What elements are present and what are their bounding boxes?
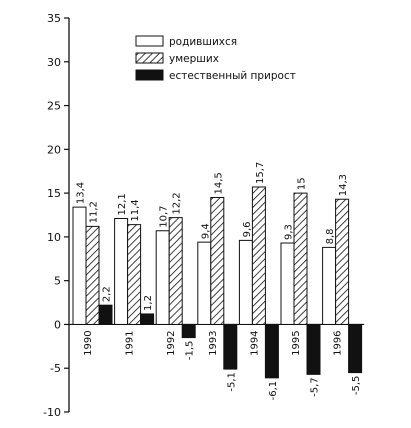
- legend-swatch: [135, 52, 164, 64]
- data-label: -6,1: [268, 381, 279, 401]
- y-tick-label: 25: [47, 100, 61, 113]
- data-label: 15,7: [255, 162, 266, 184]
- category-label: 1992: [166, 330, 177, 355]
- y-tick-label: 5: [54, 275, 61, 288]
- data-label: 11,2: [89, 201, 100, 223]
- bar-1-1993: [210, 196, 225, 325]
- data-labels: 13,411,2 2,2 1990 12,1 11,4 1,2 1991 10,712,2 -1…: [76, 162, 363, 401]
- bar-0-1991: [114, 218, 129, 325]
- data-label: 9,6: [242, 221, 253, 237]
- data-label: 9,4: [200, 223, 211, 239]
- category-label: 1991: [125, 330, 136, 355]
- y-tick-label: -5: [50, 362, 61, 375]
- data-label: -1,5: [185, 341, 196, 361]
- bar-0-1996: [322, 246, 337, 325]
- bar-0-1995: [280, 242, 295, 325]
- bar-2-1992: [181, 323, 196, 339]
- bar-1-1994: [251, 186, 266, 325]
- category-label: 1995: [291, 330, 302, 355]
- bar-0-1994: [238, 239, 253, 325]
- category-label: 1994: [249, 330, 260, 355]
- legend-label: родившихся: [169, 36, 237, 48]
- y-tick-label: 10: [47, 231, 61, 244]
- legend-swatch: [135, 35, 164, 47]
- data-label: 9,3: [284, 224, 295, 240]
- data-label: -5,5: [351, 376, 362, 396]
- category-label: 1996: [333, 330, 344, 355]
- data-label: 14,3: [338, 174, 349, 196]
- data-label: 11,4: [130, 199, 141, 221]
- bar-2-1993: [223, 323, 238, 370]
- legend-label: умерших: [169, 53, 219, 65]
- y-tick-label: 35: [47, 12, 61, 25]
- bar-1-1992: [168, 217, 183, 325]
- bar-2-1990: [98, 304, 113, 325]
- bar-0-1992: [155, 230, 170, 325]
- bar-2-1995: [306, 323, 321, 375]
- data-label: 12,2: [172, 192, 183, 214]
- y-tick-label: 30: [47, 56, 61, 69]
- y-tick-label: 15: [47, 187, 61, 200]
- category-label: 1993: [208, 330, 219, 355]
- data-label: 15: [297, 177, 308, 190]
- data-label: -5,7: [310, 377, 321, 397]
- data-label: 10,7: [159, 205, 170, 227]
- y-tick-label: -10: [43, 406, 61, 419]
- bar-1-1996: [335, 198, 350, 325]
- bar-1-1991: [127, 224, 142, 325]
- bar-2-1991: [140, 313, 155, 325]
- data-label: 14,5: [213, 172, 224, 194]
- bar-1-1990: [85, 225, 100, 325]
- legend: родившихся умерших естественный прирост: [135, 35, 296, 82]
- data-label: 12,1: [117, 193, 128, 215]
- bar-2-1996: [348, 323, 363, 374]
- legend-swatch: [135, 69, 164, 81]
- data-label: 8,8: [325, 228, 336, 244]
- data-label: 2,2: [102, 286, 113, 302]
- bar-2-1994: [264, 323, 279, 379]
- data-label: 13,4: [76, 182, 87, 204]
- bar-1-1995: [293, 192, 308, 325]
- bar-0-1993: [197, 241, 212, 325]
- category-label: 1990: [83, 330, 94, 355]
- y-tick-label: 20: [47, 143, 61, 156]
- legend-label: естественный прирост: [169, 70, 296, 82]
- y-tick-label: 0: [54, 318, 61, 331]
- bar-0-1990: [72, 206, 87, 325]
- bars: [72, 186, 363, 379]
- data-label: -5,1: [226, 372, 237, 392]
- data-label: 1,2: [143, 295, 154, 311]
